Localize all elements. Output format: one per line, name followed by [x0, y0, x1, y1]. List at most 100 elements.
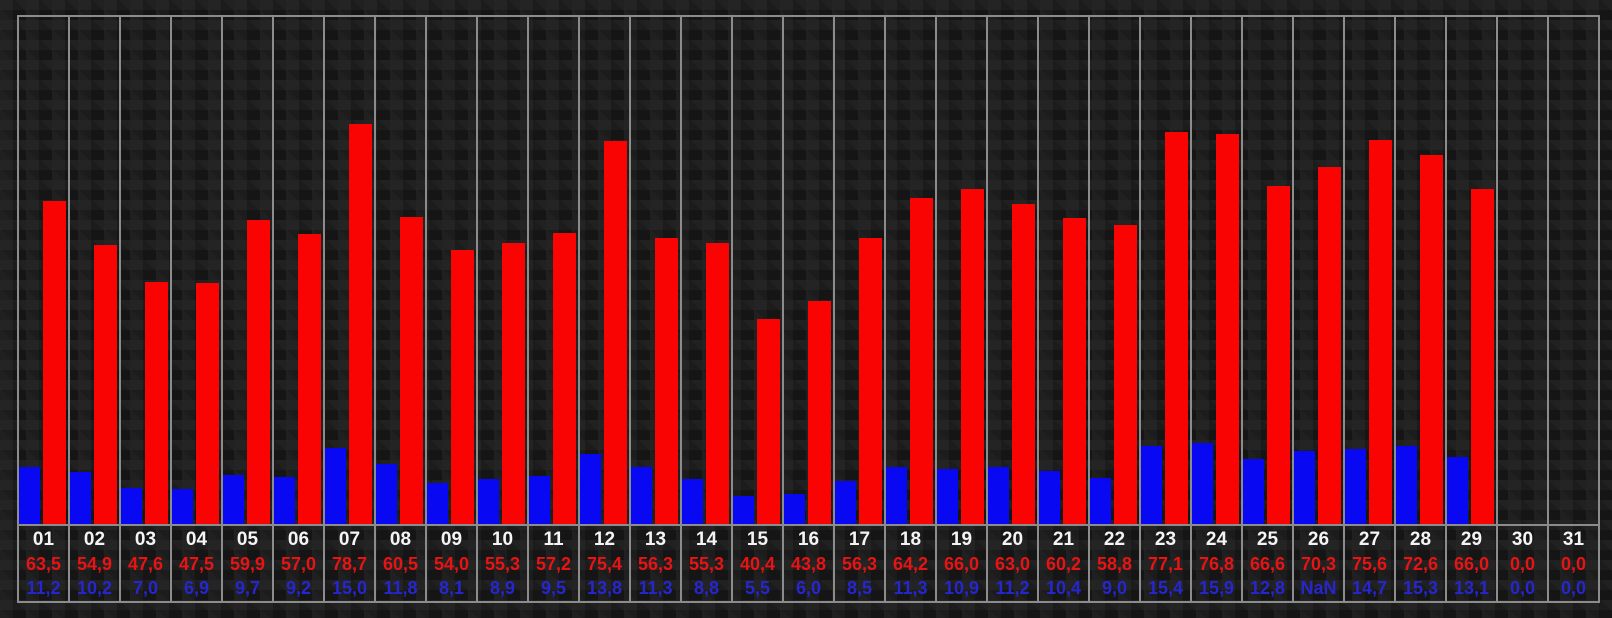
red-bar: [961, 189, 984, 524]
blue-value-label: 9,5: [540, 578, 567, 598]
blue-bar: [937, 469, 958, 524]
red-value-label: 64,2: [892, 554, 929, 574]
day-column-19: [935, 17, 986, 524]
day-label-cell-16: 16 43,8 6,0: [782, 526, 833, 601]
red-bar: [1114, 225, 1137, 524]
chart-plot-area: [17, 15, 1600, 524]
red-value-label: 55,3: [688, 554, 725, 574]
day-column-06: [272, 17, 323, 524]
red-bar: [706, 243, 729, 524]
blue-value-label: 8,9: [489, 578, 516, 598]
day-column-23: [1139, 17, 1190, 524]
day-label-cell-17: 17 56,3 8,5: [833, 526, 884, 601]
day-label-cell-15: 15 40,4 5,5: [731, 526, 782, 601]
day-column-31: [1547, 17, 1598, 524]
day-number-label: 22: [1103, 529, 1126, 550]
day-label-cell-08: 08 60,5 11,8: [374, 526, 425, 601]
day-column-04: [170, 17, 221, 524]
day-column-07: [323, 17, 374, 524]
day-label-cell-03: 03 47,6 7,0: [119, 526, 170, 601]
blue-value-label: 8,5: [846, 578, 873, 598]
blue-value-label: 9,2: [285, 578, 312, 598]
day-number-label: 14: [695, 529, 718, 550]
blue-bar: [121, 488, 142, 524]
day-label-cell-19: 19 66,0 10,9: [935, 526, 986, 601]
red-value-label: 43,8: [790, 554, 827, 574]
blue-bar: [631, 467, 652, 524]
blue-value-label: 11,2: [26, 578, 61, 598]
day-number-label: 10: [491, 529, 514, 550]
red-value-label: 78,7: [331, 554, 368, 574]
day-number-label: 19: [950, 529, 973, 550]
red-bar: [349, 124, 372, 524]
day-label-cell-21: 21 60,2 10,4: [1037, 526, 1088, 601]
blue-value-label: 0,0: [1509, 578, 1536, 598]
day-number-label: 04: [185, 529, 208, 550]
day-column-02: [68, 17, 119, 524]
red-bar: [298, 234, 321, 524]
red-bar: [910, 198, 933, 524]
day-column-22: [1088, 17, 1139, 524]
blue-bar: [1090, 478, 1111, 524]
day-number-label: 06: [287, 529, 310, 550]
day-number-label: 24: [1205, 529, 1228, 550]
blue-value-label: 10,4: [1045, 578, 1082, 598]
day-column-14: [680, 17, 731, 524]
blue-bar: [580, 454, 601, 524]
red-bar: [196, 283, 219, 524]
day-number-label: 17: [848, 529, 871, 550]
red-value-label: 57,0: [280, 554, 317, 574]
blue-bar: [19, 467, 40, 524]
day-number-label: 16: [797, 529, 820, 550]
day-column-25: [1241, 17, 1292, 524]
day-label-cell-18: 18 64,2 11,3: [884, 526, 935, 601]
day-column-01: [17, 17, 68, 524]
red-value-label: 63,5: [25, 554, 62, 574]
day-column-29: [1445, 17, 1496, 524]
red-bar: [400, 217, 423, 524]
blue-bar: [172, 489, 193, 524]
blue-value-label: 7,0: [132, 578, 159, 598]
blue-bar: [478, 479, 499, 524]
red-value-label: 54,0: [433, 554, 470, 574]
day-column-13: [629, 17, 680, 524]
day-label-cell-29: 29 66,0 13,1: [1445, 526, 1496, 601]
red-value-label: 0,0: [1560, 554, 1587, 574]
blue-bar: [1039, 471, 1060, 524]
red-value-label: 55,3: [484, 554, 521, 574]
red-bar: [1216, 134, 1239, 524]
red-bar: [94, 245, 117, 524]
red-bar: [553, 233, 576, 524]
day-label-cell-20: 20 63,0 11,2: [986, 526, 1037, 601]
red-bar: [145, 282, 168, 524]
day-number-label: 25: [1256, 529, 1279, 550]
blue-value-label: 6,9: [183, 578, 210, 598]
red-bar: [1012, 204, 1035, 524]
blue-value-label: 9,7: [234, 578, 261, 598]
blue-bar: [1345, 449, 1366, 524]
blue-bar: [325, 448, 346, 524]
day-number-label: 30: [1511, 529, 1534, 550]
blue-bar: [1243, 459, 1264, 524]
day-number-label: 23: [1154, 529, 1177, 550]
day-column-18: [884, 17, 935, 524]
blue-bar: [529, 476, 550, 524]
red-value-label: 47,5: [178, 554, 215, 574]
red-value-label: 56,3: [637, 554, 674, 574]
day-column-03: [119, 17, 170, 524]
red-bar: [1063, 218, 1086, 524]
blue-bar: [427, 483, 448, 524]
day-label-cell-10: 10 55,3 8,9: [476, 526, 527, 601]
red-bar: [1369, 140, 1392, 524]
blue-value-label: 8,8: [693, 578, 720, 598]
day-label-cell-11: 11 57,2 9,5: [527, 526, 578, 601]
red-value-label: 66,0: [1453, 554, 1490, 574]
day-number-label: 11: [543, 529, 564, 550]
red-value-label: 54,9: [76, 554, 113, 574]
day-column-26: [1292, 17, 1343, 524]
day-number-label: 08: [389, 529, 412, 550]
blue-bar: [223, 475, 244, 524]
day-number-label: 18: [899, 529, 922, 550]
red-bar: [859, 238, 882, 524]
